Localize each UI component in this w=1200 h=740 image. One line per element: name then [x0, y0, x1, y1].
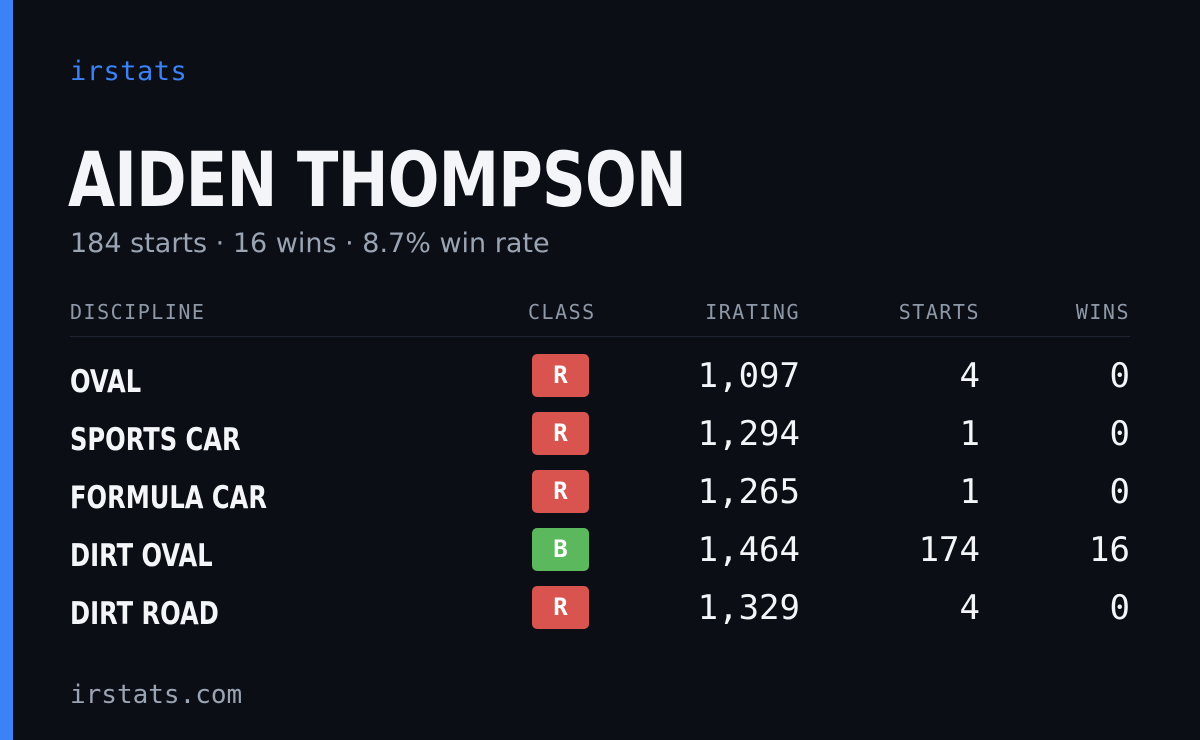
header-wins: WINS [1075, 300, 1130, 324]
footer-url[interactable]: irstats.com [70, 680, 243, 710]
table-header: DISCIPLINE CLASS IRATING STARTS WINS [70, 300, 1130, 328]
wins-value: 0 [1109, 356, 1130, 396]
table-row: DIRT ROAD R 1,329 4 0 [70, 584, 1130, 642]
starts-value: 174 [918, 530, 980, 570]
wins-value: 0 [1109, 472, 1130, 512]
starts-value: 1 [959, 472, 980, 512]
header-irating: IRATING [705, 300, 800, 324]
irating-value: 1,294 [697, 414, 800, 454]
discipline-name: SPORTS CAR [70, 422, 241, 458]
wins-value: 0 [1109, 414, 1130, 454]
class-badge: R [532, 586, 589, 629]
class-badge: R [532, 412, 589, 455]
table-row: FORMULA CAR R 1,265 1 0 [70, 468, 1130, 526]
starts-value: 1 [959, 414, 980, 454]
wins-value: 0 [1109, 588, 1130, 628]
class-badge: R [532, 354, 589, 397]
irating-value: 1,464 [697, 530, 800, 570]
header-starts: STARTS [898, 300, 980, 324]
wins-value: 16 [1089, 530, 1130, 570]
header-discipline: DISCIPLINE [70, 300, 206, 324]
table-row: DIRT OVAL B 1,464 174 16 [70, 526, 1130, 584]
driver-name: AIDEN THOMPSON [68, 135, 687, 224]
accent-bar [0, 0, 13, 740]
irating-value: 1,265 [697, 472, 800, 512]
discipline-name: DIRT OVAL [70, 538, 213, 574]
discipline-name: OVAL [70, 364, 142, 400]
brand-logo: irstats [70, 56, 188, 87]
irating-value: 1,097 [697, 356, 800, 396]
discipline-table: OVAL R 1,097 4 0 SPORTS CAR R 1,294 1 0 … [70, 352, 1130, 642]
header-divider [70, 336, 1130, 337]
header-class: CLASS [528, 300, 596, 324]
table-row: OVAL R 1,097 4 0 [70, 352, 1130, 410]
table-row: SPORTS CAR R 1,294 1 0 [70, 410, 1130, 468]
discipline-name: FORMULA CAR [70, 480, 268, 516]
class-badge: B [532, 528, 589, 571]
driver-summary: 184 starts · 16 wins · 8.7% win rate [70, 228, 550, 259]
irating-value: 1,329 [697, 588, 800, 628]
class-badge: R [532, 470, 589, 513]
starts-value: 4 [959, 588, 980, 628]
starts-value: 4 [959, 356, 980, 396]
discipline-name: DIRT ROAD [70, 596, 219, 632]
